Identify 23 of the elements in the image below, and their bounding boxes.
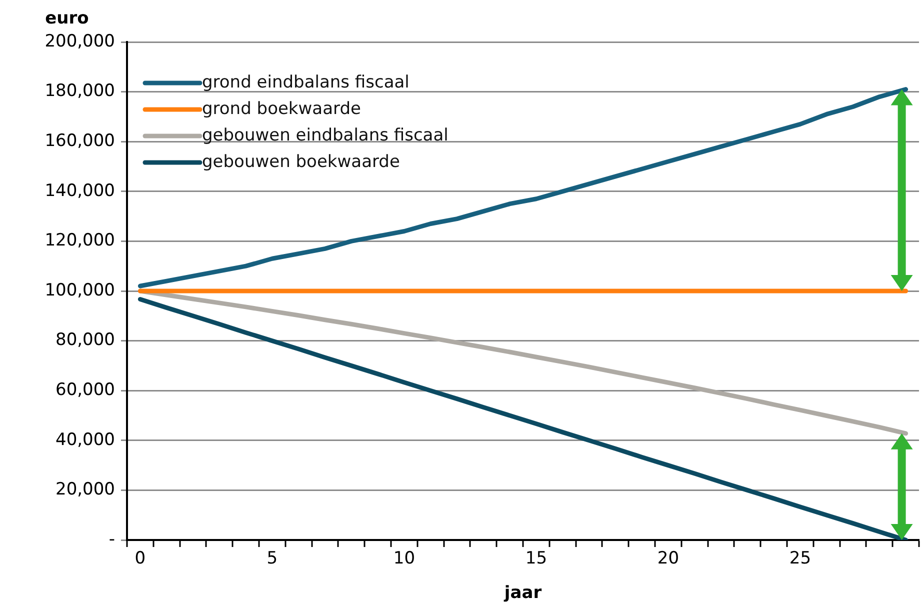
y-tick-label: 160,000: [44, 131, 115, 152]
y-tick-label: 20,000: [56, 480, 115, 500]
y-tick-label: 200,000: [44, 31, 115, 52]
y-tick-label: 60,000: [56, 380, 115, 400]
x-tick-label: 10: [393, 548, 416, 569]
y-tick-label: 100,000: [44, 280, 115, 300]
legend-label: grond boekwaarde: [202, 98, 361, 119]
x-tick-label: 15: [525, 548, 548, 569]
legend-label: gebouwen eindbalans fiscaal: [202, 125, 448, 146]
x-tick-label: 25: [789, 548, 812, 569]
legend-label: gebouwen boekwaarde: [202, 152, 400, 172]
y-tick-label: 120,000: [44, 230, 115, 251]
x-tick-label: 20: [657, 548, 680, 569]
y-tick-label: 80,000: [56, 330, 115, 350]
x-tick-label: 5: [266, 548, 278, 569]
y-tick-label: -: [108, 529, 115, 550]
y-tick-label: 140,000: [44, 180, 115, 201]
y-tick-label: 180,000: [44, 81, 115, 102]
x-tick-label: 0: [134, 548, 146, 569]
y-axis-title: euro: [45, 8, 89, 28]
legend-label: grond eindbalans fiscaal: [202, 72, 410, 92]
y-tick-label: 40,000: [56, 430, 115, 450]
x-axis-title: jaar: [503, 583, 542, 604]
